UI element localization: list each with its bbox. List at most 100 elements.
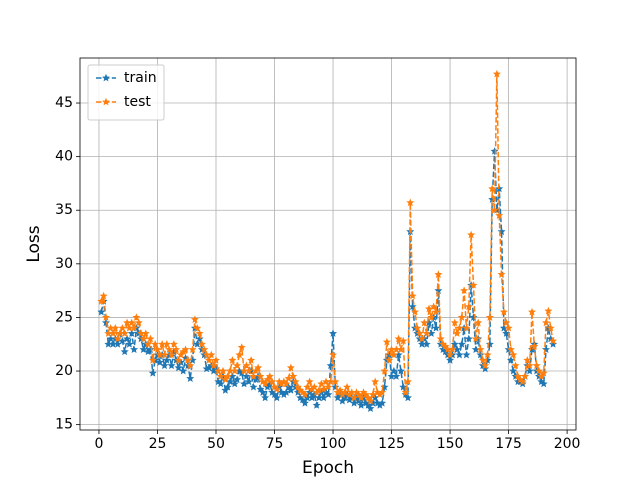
marker [153, 345, 162, 353]
x-tick-label: 100 [320, 436, 347, 452]
marker [244, 366, 253, 375]
marker [247, 356, 256, 364]
marker [387, 372, 396, 380]
marker [116, 329, 125, 337]
marker [256, 372, 265, 380]
y-tick-label: 35 [55, 202, 73, 218]
marker [371, 393, 380, 402]
marker [502, 329, 511, 337]
marker [305, 377, 314, 386]
x-tick-label: 200 [554, 436, 581, 452]
marker [485, 313, 494, 321]
marker [113, 334, 122, 343]
marker [546, 323, 555, 332]
marker [446, 356, 455, 364]
marker [174, 356, 183, 364]
marker [314, 393, 323, 402]
marker [172, 345, 181, 353]
marker [483, 350, 492, 359]
marker [200, 345, 209, 353]
marker [263, 382, 272, 391]
marker [223, 382, 232, 391]
marker [396, 366, 405, 375]
marker [469, 281, 478, 289]
marker [265, 372, 274, 380]
marker [254, 363, 263, 372]
legend-label: train [124, 70, 157, 86]
marker [415, 329, 424, 337]
marker [279, 390, 288, 399]
marker [371, 377, 380, 386]
marker [481, 361, 490, 370]
marker [106, 334, 115, 343]
marker [544, 306, 553, 315]
marker [357, 393, 366, 402]
marker [310, 382, 319, 391]
x-tick-label: 125 [378, 436, 405, 452]
marker [186, 361, 195, 370]
marker [492, 69, 501, 78]
marker [130, 345, 139, 353]
marker [471, 334, 480, 343]
marker [310, 390, 319, 399]
marker [272, 385, 281, 393]
marker [375, 390, 384, 399]
marker [179, 366, 188, 375]
marker [385, 350, 394, 359]
marker [329, 350, 338, 359]
marker [525, 366, 534, 375]
marker [111, 323, 120, 332]
marker [389, 366, 398, 375]
marker [408, 291, 417, 300]
marker [368, 399, 377, 407]
marker [125, 340, 134, 348]
marker [368, 390, 377, 399]
marker [193, 340, 202, 348]
marker [148, 356, 157, 364]
marker [457, 313, 466, 321]
marker [181, 345, 190, 353]
marker [251, 366, 260, 375]
legend-marker [102, 97, 110, 106]
marker [490, 206, 499, 214]
marker [228, 356, 237, 364]
marker [174, 363, 183, 372]
marker [289, 372, 298, 380]
marker [216, 372, 225, 380]
marker [221, 386, 230, 394]
y-tick-label: 30 [55, 256, 73, 272]
marker [350, 399, 359, 407]
marker [144, 347, 153, 356]
marker [319, 385, 328, 393]
marker [314, 386, 323, 394]
marker [209, 366, 218, 375]
marker [518, 377, 527, 386]
marker [261, 379, 270, 388]
marker [300, 390, 309, 399]
marker [434, 286, 443, 295]
marker [282, 388, 291, 396]
marker [326, 377, 335, 386]
marker [317, 388, 326, 396]
marker [378, 388, 387, 396]
marker [366, 404, 375, 412]
marker [345, 395, 354, 404]
marker [509, 366, 518, 375]
marker [162, 356, 171, 364]
marker [401, 388, 410, 396]
marker [284, 374, 293, 382]
x-tick-label: 50 [207, 436, 225, 452]
marker [242, 361, 251, 370]
marker [97, 297, 106, 305]
marker [97, 307, 106, 316]
marker [223, 372, 232, 380]
marker [282, 379, 291, 388]
marker [464, 334, 473, 343]
marker [525, 361, 534, 370]
marker [460, 286, 469, 295]
marker [450, 318, 459, 327]
marker [476, 345, 485, 353]
marker [549, 340, 558, 348]
marker [134, 318, 143, 327]
